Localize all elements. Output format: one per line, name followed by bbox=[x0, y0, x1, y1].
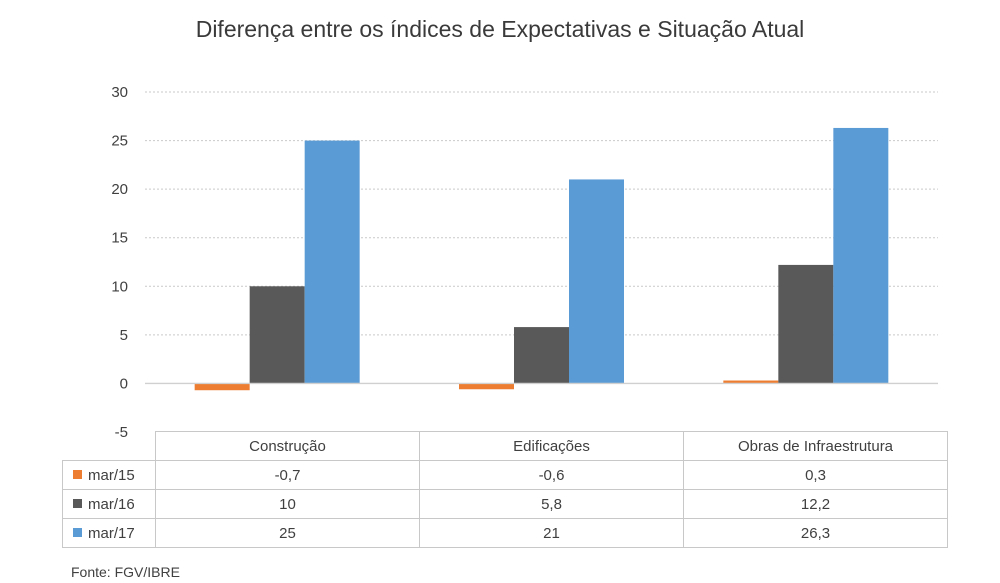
bar-mar17-1 bbox=[569, 179, 624, 384]
table-row-mar17: mar/17 25 21 26,3 bbox=[62, 518, 948, 548]
y-tick-label: 10 bbox=[111, 278, 128, 295]
bar-mar17-0 bbox=[304, 140, 360, 384]
y-tick-label: 15 bbox=[111, 230, 128, 247]
legend-swatch-mar17 bbox=[73, 528, 82, 538]
legend-swatch-mar16 bbox=[73, 499, 82, 509]
source-note: Fonte: FGV/IBRE bbox=[71, 564, 180, 580]
legend-entry-mar16: mar/16 bbox=[62, 489, 156, 519]
table-category-0: Construção bbox=[155, 431, 420, 461]
table-corner bbox=[62, 431, 156, 461]
legend-entry-mar17: mar/17 bbox=[62, 518, 156, 548]
chart-title: Diferença entre os índices de Expectativ… bbox=[195, 16, 805, 42]
data-label: -0,6 bbox=[419, 460, 684, 490]
data-label: 10 bbox=[155, 489, 420, 519]
y-tick-label: 5 bbox=[120, 327, 128, 344]
bar-mar16-1 bbox=[514, 327, 569, 384]
y-tick-label: 25 bbox=[111, 133, 128, 150]
legend-label-mar17: mar/17 bbox=[88, 524, 135, 542]
data-table: Construção Edificações Obras de Infraest… bbox=[62, 431, 948, 548]
bar-mar15-2 bbox=[723, 380, 779, 384]
table-row-mar16: mar/16 10 5,8 12,2 bbox=[62, 489, 948, 519]
data-label: -0,7 bbox=[155, 460, 420, 490]
bar-mar15-0 bbox=[194, 383, 250, 391]
table-header-row: Construção Edificações Obras de Infraest… bbox=[62, 431, 948, 461]
bar-mar16-2 bbox=[778, 264, 834, 384]
legend-swatch-mar15 bbox=[73, 470, 82, 480]
y-tick-label: 30 bbox=[111, 84, 128, 101]
table-category-2: Obras de Infraestrutura bbox=[683, 431, 948, 461]
data-label: 0,3 bbox=[683, 460, 948, 490]
bar-mar16-0 bbox=[249, 286, 305, 384]
data-label: 26,3 bbox=[683, 518, 948, 548]
y-tick-label: 0 bbox=[120, 375, 128, 392]
data-label: 21 bbox=[419, 518, 684, 548]
bars bbox=[194, 127, 889, 391]
y-tick-label: 20 bbox=[111, 181, 128, 198]
table-category-1: Edificações bbox=[419, 431, 684, 461]
table-row-mar15: mar/15 -0,7 -0,6 0,3 bbox=[62, 460, 948, 490]
data-label: 12,2 bbox=[683, 489, 948, 519]
legend-label-mar16: mar/16 bbox=[88, 495, 135, 513]
legend-entry-mar15: mar/15 bbox=[62, 460, 156, 490]
data-label: 25 bbox=[155, 518, 420, 548]
legend-label-mar15: mar/15 bbox=[88, 466, 135, 484]
data-label: 5,8 bbox=[419, 489, 684, 519]
bar-mar17-2 bbox=[833, 127, 889, 384]
bar-mar15-1 bbox=[459, 383, 514, 390]
